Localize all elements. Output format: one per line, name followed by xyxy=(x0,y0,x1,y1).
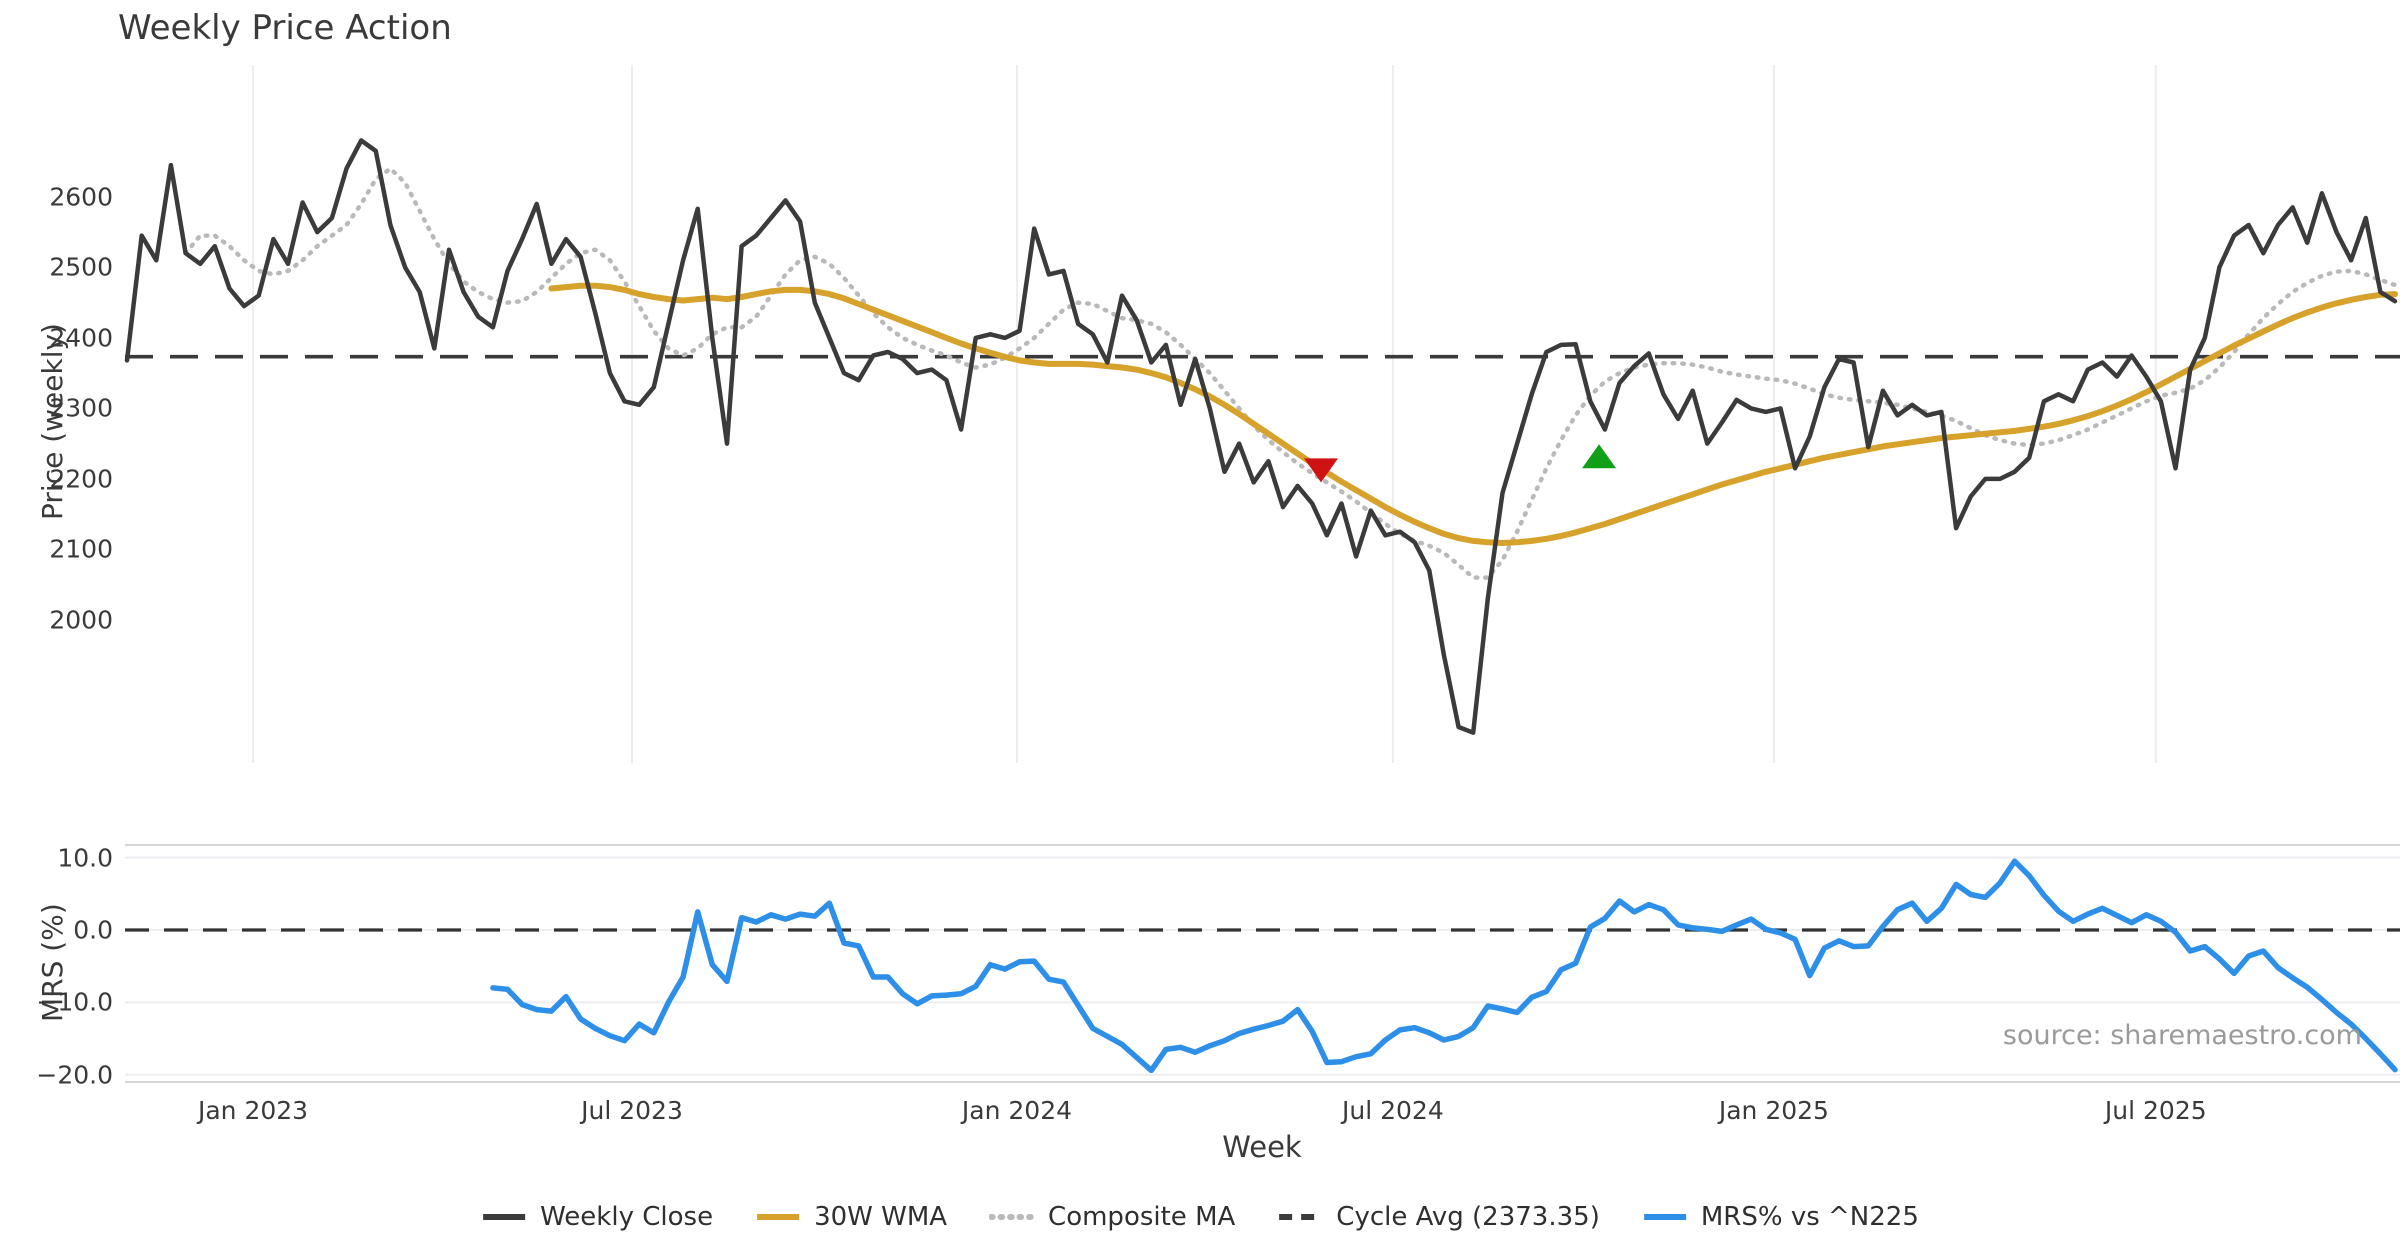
week-tick-label: Jul 2023 xyxy=(581,1096,683,1125)
composite-ma-line xyxy=(183,166,2398,580)
legend-label: 30W WMA xyxy=(814,1202,948,1232)
week-tick-label: Jul 2025 xyxy=(2104,1096,2207,1125)
mrs-tick-label: 10.0 xyxy=(57,843,113,873)
legend-item: MRS% vs ^N225 xyxy=(1642,1202,1919,1232)
legend-line-swatch xyxy=(989,1214,1036,1220)
mrs-tick-label: −10.0 xyxy=(36,987,113,1017)
price-tick-label: 2300 xyxy=(49,393,113,423)
legend-item: Composite MA xyxy=(989,1202,1235,1232)
price-tick-label: 2000 xyxy=(49,605,113,635)
mrs-tick-label: −20.0 xyxy=(36,1060,113,1090)
legend-label: Weekly Close xyxy=(540,1202,714,1232)
weekly-close-line xyxy=(124,138,2398,735)
price-tick-label: 2400 xyxy=(49,323,113,353)
week-tick-label: Jan 2025 xyxy=(1718,1096,1829,1125)
chart-title: Weekly Price Action xyxy=(118,8,452,48)
buy-signal-marker xyxy=(1582,444,1617,469)
legend-item: Weekly Close xyxy=(481,1202,713,1232)
week-axis-title: Week xyxy=(1222,1130,1302,1164)
price-tick-label: 2500 xyxy=(49,252,113,282)
price-tick-label: 2600 xyxy=(49,182,113,212)
legend-label: Cycle Avg (2373.35) xyxy=(1336,1202,1600,1232)
week-tick-label: Jan 2023 xyxy=(197,1096,309,1125)
sell-signal-marker xyxy=(1304,458,1339,483)
source-note: source: sharemaestro.com xyxy=(2002,1020,2362,1051)
wma-30w-line xyxy=(548,282,2398,546)
week-tick-label: Jul 2024 xyxy=(1341,1096,1444,1125)
legend-label: MRS% vs ^N225 xyxy=(1700,1202,1919,1232)
legend-line-swatch xyxy=(1643,1214,1686,1220)
price-tick-label: 2200 xyxy=(49,464,113,494)
mrs-tick-label: 0.0 xyxy=(73,915,113,945)
legend-label: Composite MA xyxy=(1048,1202,1236,1232)
legend-line-swatch xyxy=(1279,1214,1322,1220)
legend-line-swatch xyxy=(757,1214,800,1220)
legend: Weekly Close 30W WMA Composite MA Cycle Avg… xyxy=(481,1202,1919,1232)
legend-item: 30W WMA xyxy=(755,1202,947,1232)
price-tick-label: 2100 xyxy=(49,534,113,564)
mrs-line xyxy=(490,858,2398,1074)
legend-line-swatch xyxy=(483,1214,526,1220)
legend-item: Cycle Avg (2373.35) xyxy=(1277,1202,1600,1232)
week-tick-label: Jan 2024 xyxy=(961,1096,1073,1125)
